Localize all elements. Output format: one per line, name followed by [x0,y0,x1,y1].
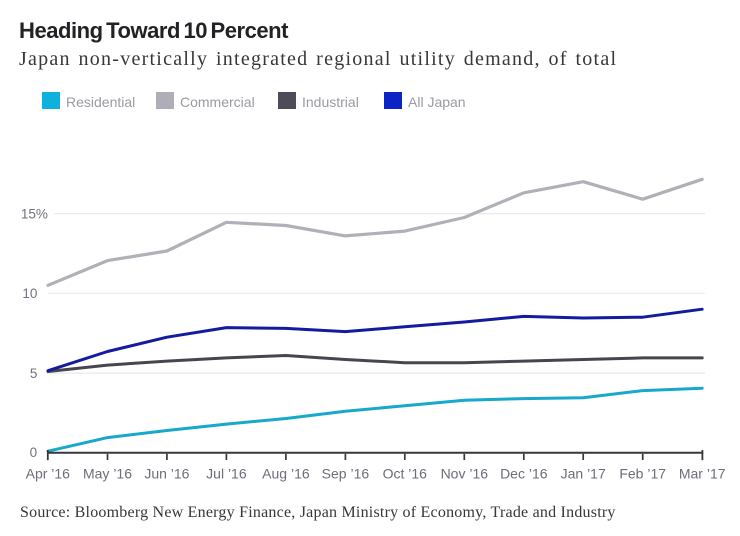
svg-text:Jan ’17: Jan ’17 [561,466,606,482]
svg-text:Nov ’16: Nov ’16 [441,466,489,482]
svg-text:10: 10 [22,286,37,301]
svg-text:Jul ’16: Jul ’16 [206,466,247,482]
svg-text:Dec ’16: Dec ’16 [500,466,548,482]
svg-text:15%: 15% [21,206,48,221]
svg-text:Feb ’17: Feb ’17 [619,466,666,482]
svg-text:Sep ’16: Sep ’16 [322,466,370,482]
svg-text:5: 5 [30,366,38,381]
svg-text:May ’16: May ’16 [83,466,132,482]
svg-text:Jun ’16: Jun ’16 [144,466,189,482]
svg-text:Aug ’16: Aug ’16 [262,466,310,482]
svg-text:Apr ’16: Apr ’16 [26,466,71,482]
svg-text:0: 0 [30,445,38,460]
svg-text:Oct ’16: Oct ’16 [383,466,428,482]
svg-text:Mar ’17: Mar ’17 [679,466,726,482]
